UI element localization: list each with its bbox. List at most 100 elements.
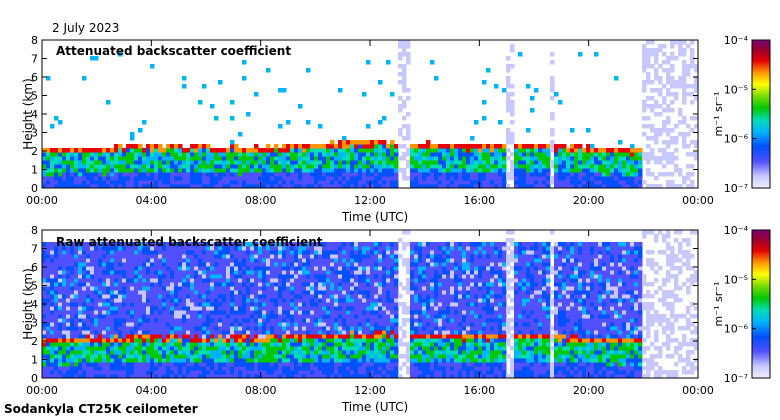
heatmap-cell [330,346,335,351]
heatmap-cell [334,346,339,351]
heatmap-cell [478,160,483,165]
heatmap-cell [110,334,115,339]
heatmap-cell [470,184,475,188]
heatmap-cell [482,180,487,185]
heatmap-cell [62,250,67,255]
heatmap-cell [486,168,491,173]
heatmap-cell [118,322,123,327]
heatmap-cell [558,168,563,173]
heatmap-cell [154,350,159,355]
heatmap-cell [314,326,319,331]
heatmap-cell [46,184,51,188]
heatmap-cell [182,184,187,188]
heatmap-cell [366,148,371,153]
heatmap-cell [314,160,319,165]
heatmap-cell [42,242,47,247]
heatmap-cell [550,144,555,149]
heatmap-cell [158,270,163,275]
heatmap-cell [122,354,127,359]
heatmap-cell [66,274,71,279]
heatmap-cell [262,306,267,311]
heatmap-cell [138,318,143,323]
heatmap-cell [306,310,311,315]
heatmap-cell [118,254,123,259]
heatmap-cell [222,374,227,378]
heatmap-cell [326,144,331,149]
heatmap-cell [342,318,347,323]
heatmap-cell [210,306,215,311]
heatmap-cell [486,144,491,149]
heatmap-cell [354,290,359,295]
heatmap-cell [134,164,139,169]
heatmap-cell [662,52,667,57]
heatmap-cell [122,266,127,271]
heatmap-cell [414,144,419,149]
heatmap-cell [182,242,187,247]
heatmap-cell [94,334,99,339]
heatmap-cell [350,326,355,331]
heatmap-cell [114,374,119,378]
heatmap-cell [338,88,343,93]
heatmap-cell [346,270,351,275]
heatmap-cell [354,258,359,263]
heatmap-cell [170,172,175,177]
heatmap-cell [342,258,347,263]
heatmap-cell [314,254,319,259]
heatmap-cell [338,278,343,283]
heatmap-cell [674,84,679,89]
heatmap-cell [98,326,103,331]
heatmap-cell [254,144,259,149]
heatmap-cell [466,168,471,173]
heatmap-cell [58,164,63,169]
heatmap-cell [202,148,207,153]
heatmap-cell [110,184,115,188]
heatmap-cell [350,152,355,157]
heatmap-cell [614,164,619,169]
heatmap-cell [54,366,59,371]
heatmap-cell [210,334,215,339]
heatmap-cell [78,306,83,311]
heatmap-cell [250,322,255,327]
heatmap-cell [646,96,651,101]
heatmap-cell [222,148,227,153]
heatmap-cell [310,306,315,311]
heatmap-cell [386,168,391,173]
heatmap-cell [258,342,263,347]
heatmap-cell [214,160,219,165]
heatmap-cell [462,172,467,177]
heatmap-cell [282,294,287,299]
heatmap-cell [190,322,195,327]
heatmap-cell [666,172,671,177]
heatmap-cell [482,148,487,153]
heatmap-cell [402,116,407,121]
heatmap-cell [102,184,107,188]
heatmap-cell [42,298,47,303]
heatmap-cell [110,374,115,378]
heatmap-cell [358,314,363,319]
heatmap-cell [302,176,307,181]
heatmap-cell [302,160,307,165]
heatmap-cell [62,172,67,177]
heatmap-cell [118,314,123,319]
heatmap-cell [278,176,283,181]
heatmap-cell [626,180,631,185]
heatmap-cell [314,306,319,311]
heatmap-cell [122,370,127,375]
heatmap-cell [302,262,307,267]
heatmap-cell [666,132,671,137]
heatmap-cell [130,258,135,263]
heatmap-cell [386,350,391,355]
heatmap-cell [162,366,167,371]
heatmap-cell [206,318,211,323]
heatmap-cell [290,180,295,185]
heatmap-cell [370,362,375,367]
heatmap-cell [350,184,355,188]
heatmap-cell [98,294,103,299]
heatmap-cell [402,48,407,53]
heatmap-cell [62,246,67,251]
heatmap-cell [146,144,151,149]
heatmap-cell [182,322,187,327]
heatmap-cell [206,144,211,149]
heatmap-cell [202,180,207,185]
heatmap-cell [266,168,271,173]
